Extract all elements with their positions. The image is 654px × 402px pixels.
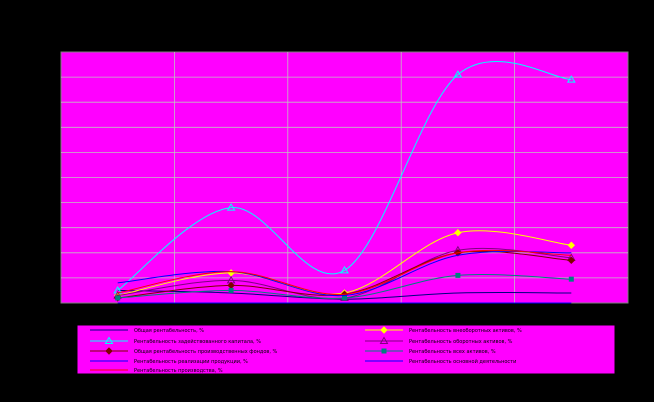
series-9 <box>117 249 572 295</box>
legend-label: Общая рентабельность производственных фо… <box>134 349 278 355</box>
legend-item: Рентабельность производства, % <box>90 368 223 374</box>
data-point-marker <box>567 256 576 265</box>
data-point-marker <box>228 287 234 293</box>
data-point-marker <box>380 326 388 334</box>
data-point-marker <box>453 70 463 78</box>
data-point-marker <box>104 336 114 344</box>
data-point-marker <box>568 276 574 282</box>
data-point-marker <box>455 272 461 278</box>
data-point-marker <box>567 241 576 249</box>
legend-label: Рентабельность задействованного капитала… <box>134 338 261 345</box>
series-group <box>113 61 576 304</box>
data-point-marker <box>115 295 121 301</box>
data-point-marker <box>105 347 113 355</box>
legend-label: Рентабельность основной деятельности <box>409 358 516 365</box>
data-point-marker <box>381 348 387 354</box>
data-point-marker <box>342 295 347 301</box>
legend-item: Рентабельность всех активов, % <box>365 348 496 355</box>
series-7 <box>117 250 572 297</box>
legend-box <box>76 324 616 375</box>
legend-label: Рентабельность реализации продукции, % <box>134 359 248 365</box>
legend-item: Рентабельность реализации продукции, % <box>90 359 248 365</box>
series-line <box>117 61 572 291</box>
data-point-marker <box>226 203 236 211</box>
legend-item: Рентабельность задействованного капитала… <box>90 336 261 345</box>
series-6 <box>115 272 574 301</box>
series-3 <box>113 61 576 294</box>
data-point-marker <box>566 75 576 83</box>
legend-item: Общая рентабельность производственных фо… <box>90 347 278 355</box>
legend-label: Общая рентабельность, % <box>134 328 204 334</box>
series-line <box>117 250 572 297</box>
data-point-marker <box>454 229 462 237</box>
legend-label: Рентабельность всех активов, % <box>409 349 496 355</box>
series-line <box>117 249 572 295</box>
data-point-marker <box>340 265 349 274</box>
legend: Общая рентабельность, % Рентабельность вн… <box>76 324 616 375</box>
legend-label: Рентабельность внеоборотных активов, % <box>409 328 522 334</box>
legend-label: Рентабельность производства, % <box>134 368 223 374</box>
legend-item: Рентабельность основной деятельности <box>365 358 516 365</box>
legend-item: Общая рентабельность, % <box>90 328 204 334</box>
legend-label: Рентабельность оборотных активов, % <box>409 339 513 345</box>
plot-area-group <box>60 51 629 304</box>
legend-item: Рентабельность оборотных активов, % <box>365 336 513 345</box>
data-point-marker <box>379 336 389 344</box>
legend-item: Рентабельность внеоборотных активов, % <box>365 326 522 334</box>
